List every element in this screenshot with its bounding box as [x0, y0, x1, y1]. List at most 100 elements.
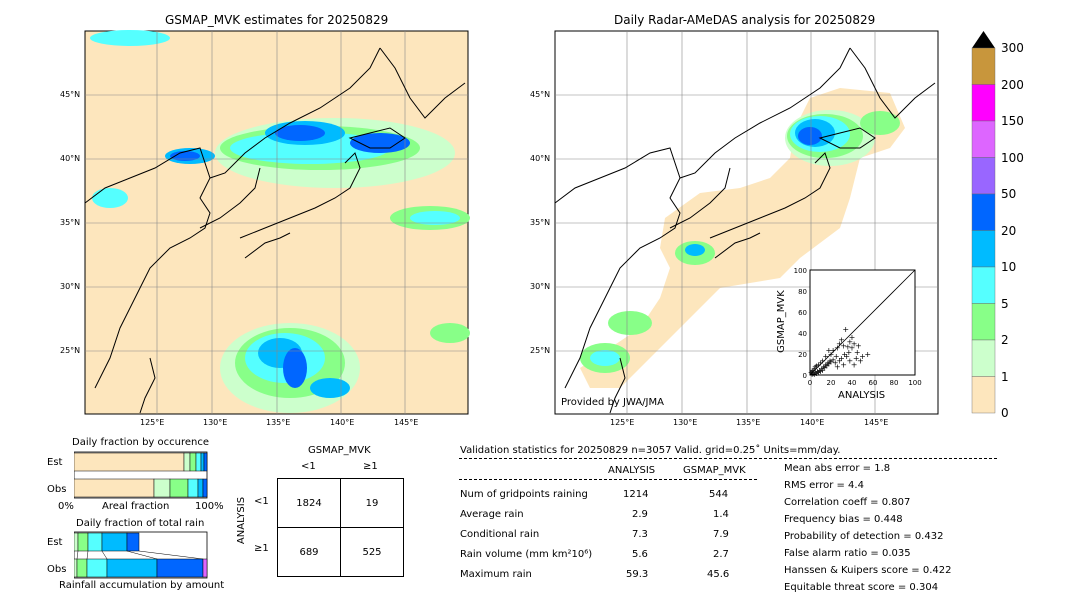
- scatter-point: +: [826, 346, 833, 355]
- occurrence-xtick-100: 100%: [195, 501, 224, 512]
- score-ets: Equitable threat score = 0.304: [784, 582, 939, 593]
- stat-gsmap-maximum: 45.6: [707, 569, 730, 580]
- scatter-point: +: [834, 344, 841, 353]
- colorbar-segment: [971, 376, 996, 414]
- occurrence-bars: [74, 451, 208, 499]
- scatter-point: +: [836, 340, 843, 349]
- right-map-rain-areas: [580, 88, 905, 388]
- scatter-point: +: [849, 333, 856, 342]
- total-rain-xlabel: Rainfall accumulation by amount: [59, 580, 225, 591]
- scatter-point: +: [820, 363, 827, 372]
- contingency-row-ge1: ≥1: [254, 543, 269, 554]
- scatter-point: +: [828, 357, 835, 366]
- score-frequency-bias: Frequency bias = 0.448: [784, 514, 903, 525]
- left-map-grid: [85, 31, 468, 414]
- scatter-point: +: [822, 361, 829, 370]
- colorbar: [971, 31, 996, 414]
- scatter-point: +: [814, 367, 821, 376]
- scatter-point: +: [864, 350, 871, 359]
- scatter-point: +: [834, 363, 841, 372]
- scatter-point: +: [815, 368, 822, 377]
- contingency-title: GSMAP_MVK: [308, 445, 371, 456]
- colorbar-segment: [971, 230, 996, 268]
- colorbar-segment: [971, 47, 996, 85]
- stat-label: Maximum rain: [460, 569, 532, 580]
- scatter-point: +: [819, 356, 826, 365]
- scatter-xtick-label: 40: [848, 379, 857, 387]
- scatter-xtick-label: 20: [827, 379, 836, 387]
- stat-row-maximum: Maximum rain: [460, 569, 532, 580]
- scatter-point: +: [810, 366, 817, 375]
- right-lat-45: 45°N: [530, 90, 551, 99]
- right-lon-125: 125°E: [610, 418, 635, 427]
- scatter-diagonal: [809, 269, 916, 376]
- scatter-point: +: [811, 365, 818, 374]
- scatter-ytick-label: 40: [798, 330, 807, 338]
- scatter-point: +: [824, 358, 831, 367]
- left-lon-125: 125°E: [140, 418, 165, 427]
- colorbar-segment: [971, 120, 996, 158]
- stat-analysis-maximum: 59.3: [626, 569, 649, 580]
- colorbar-segment: [971, 303, 996, 341]
- scatter-points: ++++++++++++++++++++++++++++++++++++++++…: [808, 325, 871, 379]
- total-rain-bar-obs: [74, 558, 208, 578]
- scatter-ytick-label: 80: [798, 288, 807, 296]
- scatter-point: +: [840, 342, 847, 351]
- left-map-title: GSMAP_MVK estimates for 20250829: [165, 13, 389, 27]
- stat-row-average: Average rain: [460, 509, 524, 520]
- contingency-row-lt1: <1: [254, 496, 269, 507]
- left-map-coastline: [84, 47, 466, 414]
- scatter-xticks: 0 20 40 60 80 100: [808, 379, 922, 387]
- stat-label: Num of gridpoints raining: [460, 489, 588, 500]
- scatter-point: +: [809, 370, 816, 379]
- right-map-coastline: [554, 47, 936, 414]
- colorbar-tick-label: 20: [1001, 223, 1017, 238]
- contingency-cell-01: 19: [340, 478, 404, 528]
- colorbar-segment: [971, 266, 996, 304]
- left-lon-130: 130°E: [203, 418, 228, 427]
- scatter-point: +: [813, 369, 820, 378]
- left-lat-35: 35°N: [60, 218, 81, 227]
- validation-col-analysis: ANALYSIS: [608, 465, 656, 476]
- score-mae: Mean abs error = 1.8: [784, 463, 891, 474]
- contingency-col-lt1: <1: [301, 461, 316, 472]
- total-rain-row-obs: Obs: [47, 564, 67, 575]
- left-lat-25: 25°N: [60, 346, 81, 355]
- total-rain-title: Daily fraction of total rain: [76, 518, 205, 529]
- colorbar-tick-label: 200: [1001, 77, 1024, 92]
- scatter-point: +: [853, 354, 860, 363]
- contingency-cell-11: 525: [340, 527, 404, 577]
- data-credit: Provided by JWA/JMA: [561, 397, 664, 408]
- scatter-point: +: [819, 366, 826, 375]
- scatter-point: +: [840, 361, 847, 370]
- total-rain-bars: [74, 531, 208, 579]
- scatter-point: +: [838, 354, 845, 363]
- occurrence-bar-est: [74, 452, 208, 472]
- stat-analysis-gridpoints: 1214: [623, 489, 649, 500]
- scatter-plot: ++++++++++++++++++++++++++++++++++++++++…: [794, 267, 922, 387]
- occurrence-row-obs: Obs: [47, 484, 67, 495]
- colorbar-extend-arrow: [972, 31, 995, 48]
- scatter-point: +: [821, 364, 828, 373]
- right-lon-135: 135°E: [736, 418, 761, 427]
- score-correlation: Correlation coeff = 0.807: [784, 497, 911, 508]
- left-map-rain-areas: [90, 30, 470, 413]
- scatter-xtick-label: 60: [869, 379, 878, 387]
- scatter-point: +: [842, 325, 849, 334]
- stat-label: Rain volume (mm km²10⁶): [460, 549, 593, 560]
- score-hk: Hanssen & Kuipers score = 0.422: [784, 565, 952, 576]
- stat-analysis-average: 2.9: [632, 509, 648, 520]
- scatter-point: +: [809, 367, 816, 376]
- colorbar-segment: [971, 339, 996, 377]
- contingency-cell-00: 1824: [277, 478, 341, 528]
- scatter-ylabel: GSMAP_MVK: [775, 290, 787, 353]
- stat-gsmap-volume: 2.7: [713, 549, 729, 560]
- stat-label: Conditional rain: [460, 529, 540, 540]
- scatter-point: +: [828, 350, 835, 359]
- scatter-point: +: [854, 348, 861, 357]
- scatter-point: +: [826, 359, 833, 368]
- right-map-title: Daily Radar-AMeDAS analysis for 20250829: [614, 13, 876, 27]
- scatter-point: +: [833, 352, 840, 361]
- scatter-point: +: [857, 356, 864, 365]
- colorbar-tick-label: 5: [1001, 296, 1009, 311]
